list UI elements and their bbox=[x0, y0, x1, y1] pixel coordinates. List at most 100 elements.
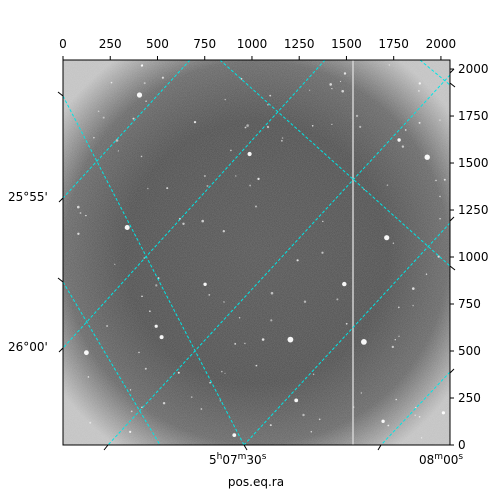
star bbox=[89, 421, 92, 424]
star bbox=[132, 117, 135, 120]
star bbox=[141, 406, 143, 409]
star bbox=[398, 335, 400, 338]
star bbox=[309, 89, 311, 91]
star bbox=[414, 414, 416, 416]
star bbox=[303, 300, 307, 303]
star bbox=[130, 410, 133, 413]
star bbox=[266, 125, 270, 129]
star bbox=[397, 306, 400, 309]
dec-tick-label-2: 26°00' bbox=[8, 340, 48, 354]
star bbox=[249, 184, 252, 187]
star bbox=[418, 416, 421, 418]
star bbox=[355, 114, 359, 118]
star bbox=[387, 424, 390, 427]
grid-line bbox=[63, 281, 161, 445]
star bbox=[386, 184, 389, 186]
x-tick-label: 2000 bbox=[426, 37, 457, 51]
star bbox=[418, 121, 421, 124]
grid-line bbox=[219, 60, 450, 267]
y-pixel-ticks: 0 250 500 750 1000 1250 1500 1750 2000 bbox=[450, 62, 489, 452]
sky-image bbox=[63, 60, 450, 445]
star bbox=[246, 124, 249, 127]
x-pixel-ticks: 0 250 500 750 1000 1250 1500 1750 2000 bbox=[59, 37, 456, 60]
star bbox=[353, 406, 355, 408]
star bbox=[144, 367, 147, 370]
star bbox=[110, 81, 113, 84]
y-tick-label: 0 bbox=[458, 438, 466, 452]
star bbox=[392, 242, 395, 244]
y-tick-label: 1000 bbox=[458, 250, 489, 264]
star bbox=[359, 125, 362, 128]
star bbox=[77, 205, 80, 209]
star bbox=[401, 145, 405, 148]
star bbox=[270, 319, 273, 322]
star bbox=[302, 413, 305, 417]
grid-line bbox=[63, 95, 245, 445]
star bbox=[84, 350, 89, 356]
star bbox=[255, 364, 258, 367]
star bbox=[166, 187, 169, 190]
star bbox=[255, 205, 257, 208]
star bbox=[232, 433, 237, 437]
star bbox=[441, 411, 445, 415]
plot-frame bbox=[62, 59, 451, 446]
star bbox=[311, 125, 314, 127]
star bbox=[339, 80, 342, 83]
star bbox=[79, 212, 82, 214]
star bbox=[201, 219, 204, 223]
star bbox=[97, 110, 100, 113]
star bbox=[182, 222, 185, 225]
star bbox=[85, 214, 87, 217]
star bbox=[395, 398, 398, 401]
grid-line bbox=[107, 74, 450, 445]
star bbox=[224, 372, 226, 374]
star bbox=[343, 72, 347, 75]
coordinate-grid bbox=[63, 60, 450, 445]
star bbox=[140, 64, 143, 67]
star bbox=[87, 376, 90, 378]
star bbox=[261, 338, 265, 341]
star bbox=[129, 430, 132, 433]
star bbox=[238, 317, 241, 319]
world-tick-marks bbox=[57, 68, 456, 451]
star bbox=[224, 98, 226, 101]
grid-line bbox=[419, 60, 450, 86]
star bbox=[397, 138, 401, 142]
star bbox=[384, 235, 390, 241]
star bbox=[162, 402, 166, 405]
star bbox=[360, 392, 362, 394]
star bbox=[117, 150, 119, 152]
star bbox=[404, 129, 407, 131]
y-tick-label: 500 bbox=[458, 344, 481, 358]
grid-line bbox=[243, 222, 450, 445]
x-tick-label: 1500 bbox=[331, 37, 362, 51]
star bbox=[209, 381, 211, 384]
dec-tick-label-1: 25°55' bbox=[8, 190, 48, 204]
star bbox=[141, 295, 143, 298]
star bbox=[149, 310, 151, 313]
star bbox=[321, 251, 324, 254]
star bbox=[437, 255, 440, 258]
star bbox=[136, 92, 143, 98]
y-tick-label: 2000 bbox=[458, 62, 489, 76]
star bbox=[234, 343, 237, 345]
star bbox=[102, 116, 105, 119]
star bbox=[77, 232, 80, 235]
star bbox=[394, 339, 396, 341]
star bbox=[310, 430, 313, 433]
star bbox=[318, 418, 321, 421]
star bbox=[418, 82, 421, 85]
star bbox=[388, 64, 390, 66]
star bbox=[155, 284, 158, 287]
star bbox=[281, 137, 284, 139]
star bbox=[267, 103, 269, 106]
star bbox=[223, 301, 225, 303]
x-tick-label: 500 bbox=[146, 37, 169, 51]
star bbox=[147, 187, 149, 190]
star bbox=[115, 139, 119, 142]
star bbox=[281, 140, 283, 142]
star bbox=[247, 151, 252, 157]
star bbox=[154, 324, 158, 328]
star bbox=[361, 339, 367, 345]
